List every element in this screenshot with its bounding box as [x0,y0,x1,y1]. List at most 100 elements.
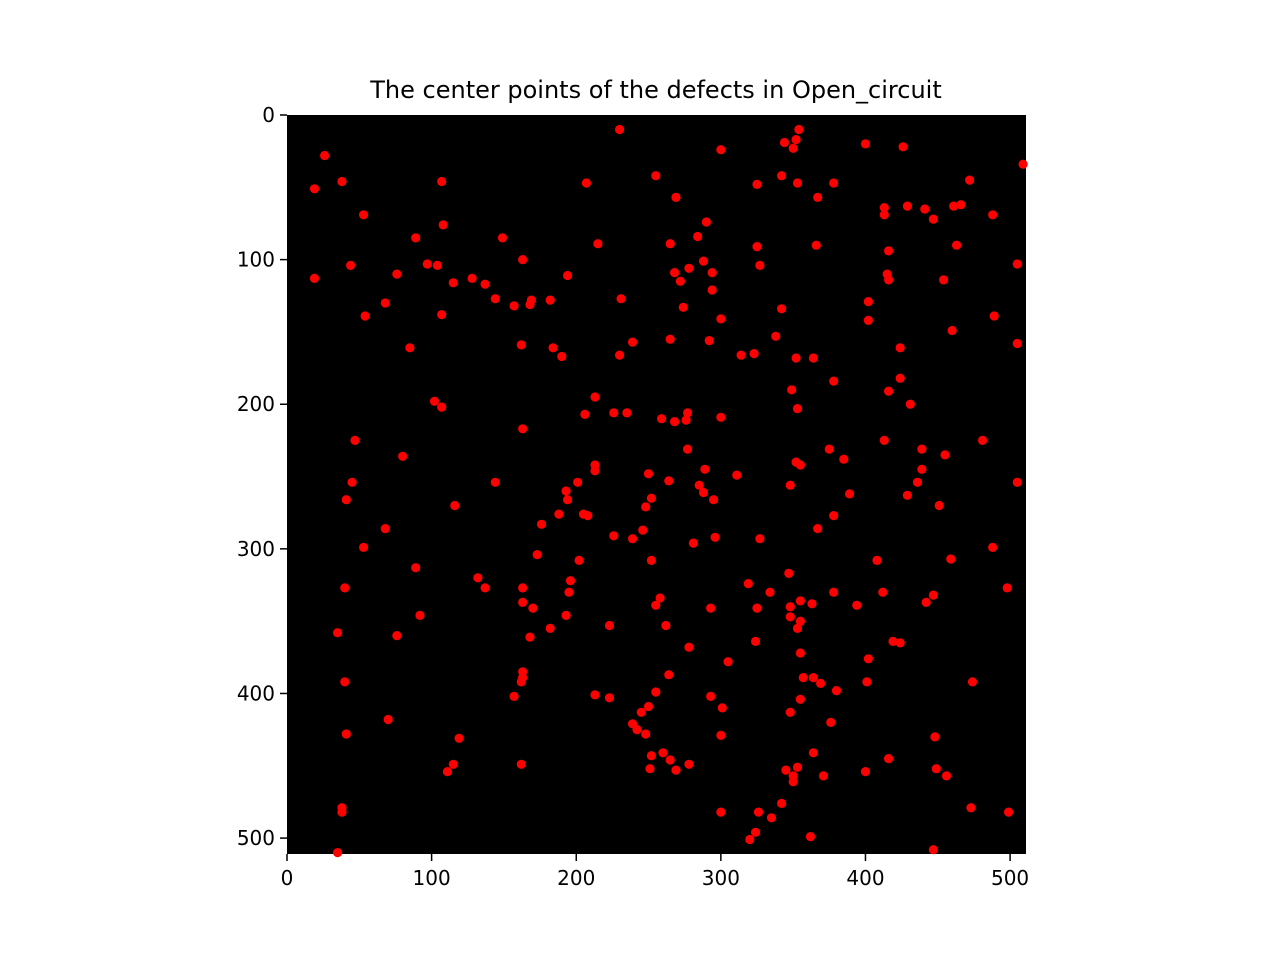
data-point [777,304,787,314]
data-point [467,273,477,283]
data-point [628,534,638,544]
data-point [415,610,425,621]
data-point [829,587,839,597]
data-point [777,171,787,181]
data-point [787,385,797,395]
data-point [831,686,842,696]
data-point [528,603,538,613]
data-point [671,192,681,202]
data-point [791,135,801,145]
data-point [480,583,490,593]
data-point [788,143,798,153]
data-point [795,694,806,704]
data-point [651,171,661,181]
data-point [616,294,626,304]
data-point [516,340,526,350]
data-point [967,677,978,687]
data-point [921,597,931,608]
data-point [723,657,733,667]
data-point [785,602,795,612]
data-point [646,493,657,503]
y-tick-label: 500 [237,826,275,850]
data-point [590,690,600,700]
data-point [380,298,390,308]
data-point [700,464,710,474]
y-tick-label: 100 [237,248,275,272]
data-point [949,201,959,211]
data-point [646,751,657,761]
data-point [693,231,703,242]
data-point [448,278,458,288]
data-point [604,693,615,703]
data-point [784,568,794,579]
data-point [839,454,849,464]
data-point [826,717,836,728]
data-point [706,691,716,702]
data-point [956,200,966,210]
data-point [632,725,642,735]
data-point [710,532,720,542]
data-point [337,807,347,817]
data-point [795,648,806,658]
data-point [928,845,939,855]
data-point [807,599,817,609]
data-point [898,142,908,152]
data-point [879,203,889,213]
data-point [320,150,330,161]
data-point [792,762,803,772]
data-point [347,477,357,487]
data-point [684,759,694,769]
x-tick-label: 400 [846,866,884,890]
data-point [798,673,808,683]
y-axis: 0 100 200 300 400 500 [237,103,287,850]
data-point [604,620,615,631]
data-point [490,477,500,487]
data-point [341,729,351,739]
data-point [360,311,370,321]
data-point [681,415,691,425]
data-point [965,175,975,185]
data-point [675,276,686,286]
data-point [766,813,777,823]
data-point [563,495,573,505]
data-point [717,703,727,713]
data-point [707,285,717,295]
data-point [872,555,882,566]
data-point [934,500,944,511]
data-point [863,654,874,664]
data-point [340,677,350,687]
data-point [665,755,675,765]
data-point [536,519,547,529]
data-point [792,178,803,188]
data-point [863,315,874,325]
data-point [651,687,661,697]
data-point [609,531,619,541]
data-point [665,239,675,249]
data-point [895,373,905,383]
data-point [615,124,625,135]
data-point [952,240,962,250]
data-point [580,409,590,419]
data-point [939,275,949,285]
data-point [448,759,458,769]
data-point [422,259,432,269]
data-point [1012,477,1022,487]
data-point [852,600,862,610]
data-point [743,579,753,589]
data-point [638,525,648,535]
data-point [641,502,651,512]
data-point [574,555,584,566]
data-point [497,233,508,243]
data-point [751,827,761,837]
data-point [813,192,823,202]
data-point [1012,338,1022,349]
data-point [383,714,393,725]
data-point [526,295,537,305]
data-point [337,176,347,187]
y-tick-label: 400 [237,681,275,705]
data-point [554,509,564,519]
data-point [860,139,871,149]
y-tick-label: 0 [262,103,275,127]
data-point [581,178,592,188]
data-point [573,477,583,487]
